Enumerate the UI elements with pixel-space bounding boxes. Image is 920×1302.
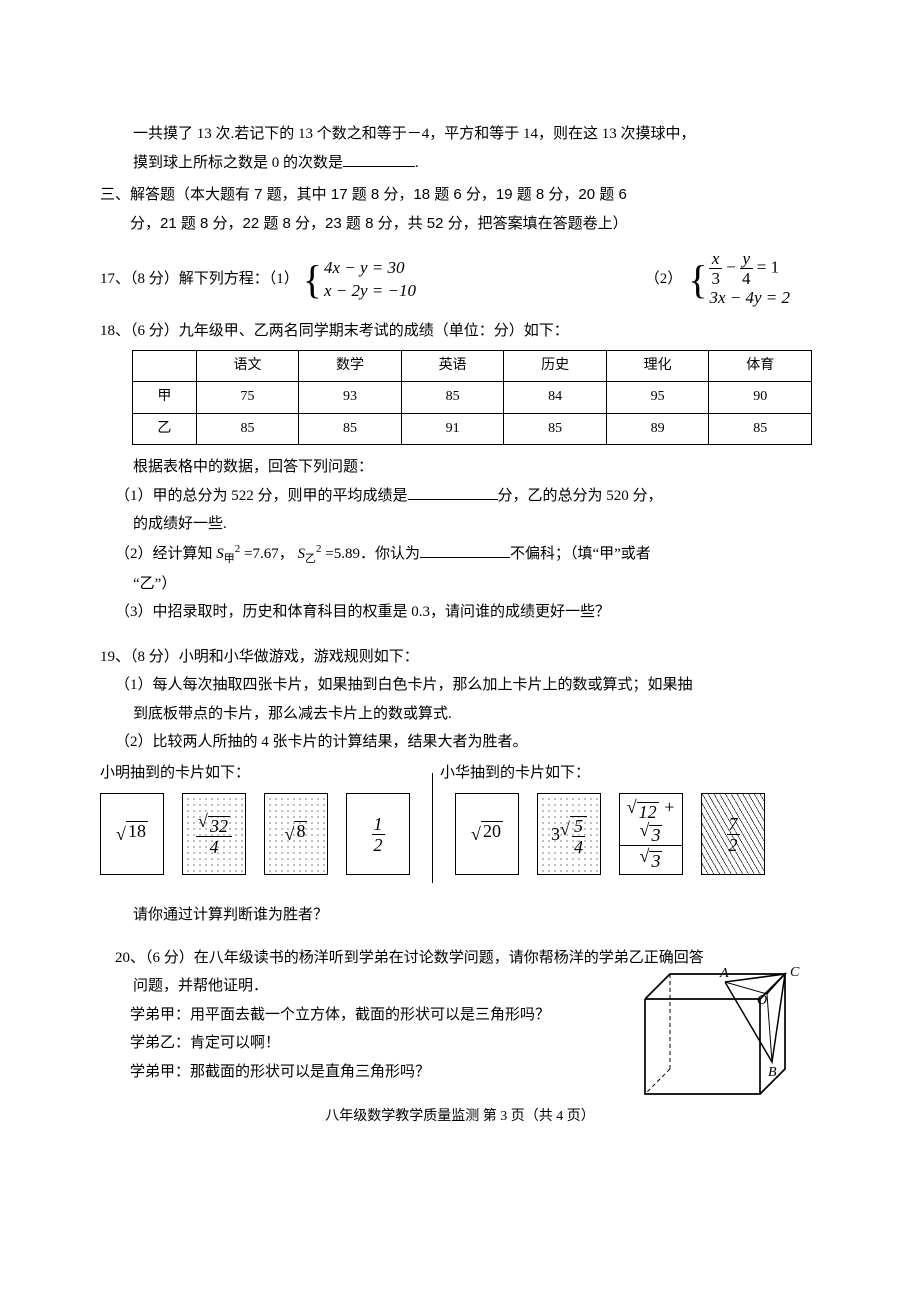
- card: 12: [346, 793, 410, 875]
- cards-right: 20 354 12 + 33 72: [455, 793, 765, 875]
- q18-p1: （1）甲的总分为 522 分，则甲的平均成绩是 分，乙的总分为 520 分，: [100, 482, 820, 511]
- table-cell: 90: [709, 382, 812, 414]
- q18-after: 根据表格中的数据，回答下列问题：: [100, 453, 820, 482]
- q19-cards: 18 324 812 20 354 12 + 33 72: [100, 793, 820, 883]
- cube-figure: A C O B: [630, 954, 840, 1124]
- q18-lead: 18、（6 分）九年级甲、乙两名同学期末考试的成绩（单位：分）如下：: [100, 317, 820, 346]
- q19-after: 请你通过计算判断谁为胜者？: [100, 901, 820, 930]
- table-header: 英语: [401, 350, 504, 382]
- q18-p1b: 分，乙的总分为 520 分，: [498, 488, 663, 504]
- q17-sys2-l1: x3 − y4 = 1: [709, 250, 790, 287]
- q17-f2d: 4: [740, 269, 753, 287]
- q17-sys1-lines: 4x − y = 30 x − 2y = −10: [324, 257, 416, 301]
- q17-sys2: { x3 − y4 = 1 3x − 4y = 2: [688, 250, 790, 309]
- q17-sys1-l2: x − 2y = −10: [324, 280, 416, 302]
- card: 12 + 33: [619, 793, 683, 875]
- table-cell: 84: [504, 382, 607, 414]
- table-header: 理化: [606, 350, 709, 382]
- q18-p2a: （2）经计算知: [115, 546, 216, 562]
- sym-s-jia: S甲2: [216, 546, 240, 562]
- table-cell: 85: [401, 382, 504, 414]
- q17-sys1-l1: 4x − y = 30: [324, 257, 416, 279]
- q19-lblR: 小华抽到的卡片如下：: [440, 759, 590, 788]
- section3-title1: 三、解答题（本大题有 7 题，其中 17 题 8 分，18 题 6 分，19 题…: [100, 181, 820, 210]
- q17-sys2-l2: 3x − 4y = 2: [709, 287, 790, 309]
- table-row: 甲759385849590: [133, 382, 812, 414]
- q18-blank2: [420, 542, 510, 558]
- q16-line1: 一共摸了 13 次.若记下的 13 个数之和等于－4，平方和等于 14，则在这 …: [100, 120, 820, 149]
- page: 一共摸了 13 次.若记下的 13 个数之和等于－4，平方和等于 14，则在这 …: [0, 0, 920, 1191]
- cards-divider: [432, 773, 433, 883]
- table-cell: 甲: [133, 382, 197, 414]
- cards-left: 18 324 812: [100, 793, 410, 875]
- q18-p1a: （1）甲的总分为 522 分，则甲的平均成绩是: [115, 488, 408, 504]
- q17-s2-rem: = 1: [757, 257, 779, 276]
- q16-line2: 摸到球上所标之数是 0 的次数是.: [100, 149, 820, 178]
- q18-p2e: “乙”）: [100, 570, 820, 599]
- q20: 20、（6 分）在八年级读书的杨洋听到学弟在讨论数学问题，请你帮杨洋的学弟乙正确…: [100, 944, 820, 1087]
- label-A: A: [719, 966, 729, 981]
- q19-r1a: （1）每人每次抽取四张卡片，如果抽到白色卡片，那么加上卡片上的数或算式；如果抽: [100, 671, 820, 700]
- table-cell: 85: [504, 413, 607, 445]
- table-cell: 91: [401, 413, 504, 445]
- q18-p1c: 的成绩好一些.: [100, 510, 820, 539]
- table-cell: 85: [196, 413, 299, 445]
- q18-p2c: =5.89．你认为: [321, 546, 419, 562]
- table-header: [133, 350, 197, 382]
- card: 20: [455, 793, 519, 875]
- card: 354: [537, 793, 601, 875]
- table-row: 乙858591858985: [133, 413, 812, 445]
- q18-blank1: [408, 484, 498, 500]
- q17-sys1: { 4x − y = 30 x − 2y = −10: [303, 257, 416, 301]
- label-C: C: [790, 965, 800, 980]
- brace-icon: {: [688, 260, 707, 300]
- q17-f1d: 3: [709, 269, 722, 287]
- table-header: 体育: [709, 350, 812, 382]
- q18-p2d: 不偏科；（填“甲”或者: [510, 546, 651, 562]
- table-header: 语文: [196, 350, 299, 382]
- q19-lead: 19、（8 分）小明和小华做游戏，游戏规则如下：: [100, 643, 820, 672]
- q17-f2n: y: [740, 250, 753, 269]
- q16-text-b: .: [415, 155, 419, 171]
- table-cell: 乙: [133, 413, 197, 445]
- card: 8: [264, 793, 328, 875]
- table-header: 数学: [299, 350, 402, 382]
- sym-s-yi: S乙2: [297, 546, 321, 562]
- q18-p2: （2）经计算知 S甲2 =7.67， S乙2 =5.89．你认为 不偏科；（填“甲…: [100, 539, 820, 570]
- section3-title2: 分，21 题 8 分，22 题 8 分，23 题 8 分，共 52 分，把答案填…: [100, 210, 820, 239]
- q17-lead: 17、（8 分）解下列方程：（1）: [100, 265, 299, 294]
- table-cell: 85: [709, 413, 812, 445]
- q16-text-a: 摸到球上所标之数是 0 的次数是: [133, 155, 343, 171]
- table-cell: 95: [606, 382, 709, 414]
- q16-blank: [343, 151, 415, 167]
- table-cell: 85: [299, 413, 402, 445]
- q19-labels: 小明抽到的卡片如下： 小华抽到的卡片如下：: [100, 759, 820, 788]
- label-B: B: [768, 1065, 777, 1080]
- q19-r2: （2）比较两人所抽的 4 张卡片的计算结果，结果大者为胜者。: [100, 728, 820, 757]
- card: 18: [100, 793, 164, 875]
- table-header: 历史: [504, 350, 607, 382]
- q18-table: 语文数学英语历史理化体育 甲759385849590乙858591858985: [132, 350, 812, 446]
- card: 324: [182, 793, 246, 875]
- table-cell: 75: [196, 382, 299, 414]
- brace-icon: {: [303, 260, 322, 300]
- q17-row: 17、（8 分）解下列方程：（1） { 4x − y = 30 x − 2y =…: [100, 250, 820, 309]
- table-cell: 89: [606, 413, 709, 445]
- q18-p2b: =7.67，: [240, 546, 297, 562]
- q17-f1n: x: [709, 250, 722, 269]
- card: 72: [701, 793, 765, 875]
- q18-p3: （3）中招录取时，历史和体育科目的权重是 0.3，请问谁的成绩更好一些？: [100, 598, 820, 627]
- q17-mid: （2）: [645, 265, 683, 294]
- q19-lblL: 小明抽到的卡片如下：: [100, 759, 440, 788]
- label-O: O: [757, 993, 767, 1008]
- q17-sys2-lines: x3 − y4 = 1 3x − 4y = 2: [709, 250, 790, 309]
- q19-r1b: 到底板带点的卡片，那么减去卡片上的数或算式.: [100, 700, 820, 729]
- table-cell: 93: [299, 382, 402, 414]
